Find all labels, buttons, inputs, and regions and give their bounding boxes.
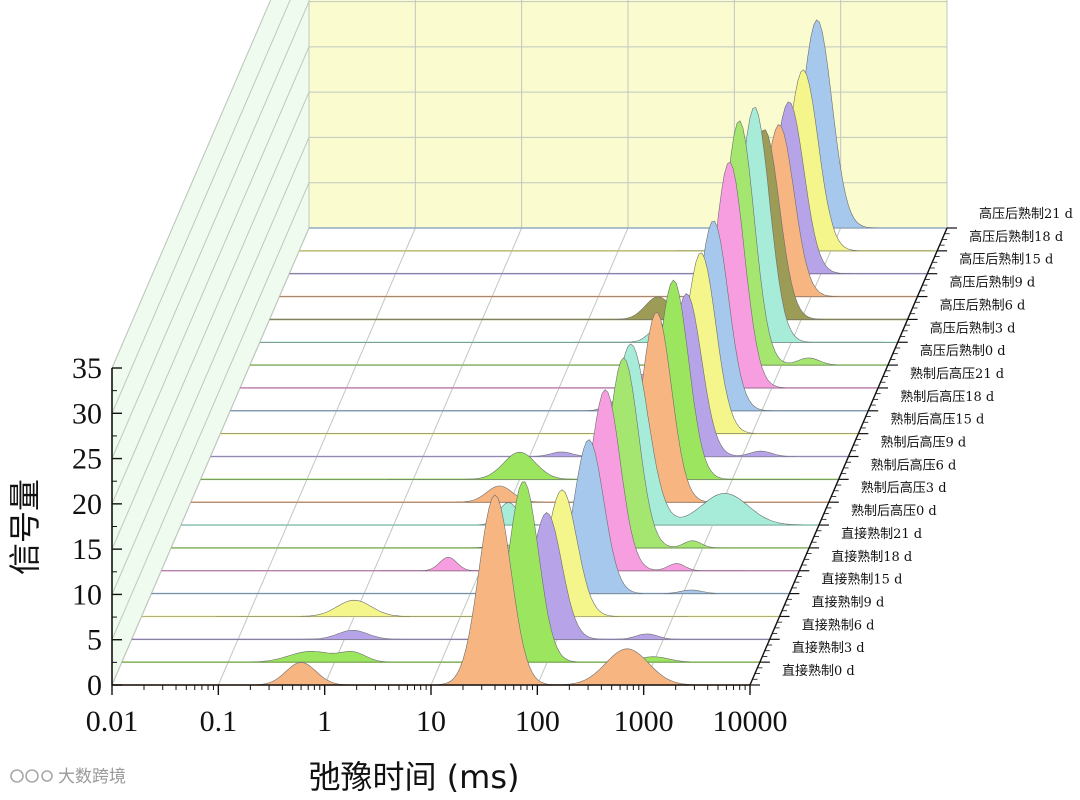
- series-label: 直接熟制0 d: [782, 663, 855, 679]
- side-wall-gridline: [111, 1, 310, 459]
- series-area-7: [180, 343, 819, 526]
- y-axis-title: 信号量: [6, 479, 44, 575]
- series-label: 直接熟制3 d: [792, 640, 865, 656]
- series-label: 熟制后高压0 d: [851, 503, 937, 519]
- x-tick-label: 100: [515, 705, 560, 738]
- watermark-logo-icon: [10, 769, 53, 783]
- y-tick-label: 35: [72, 352, 102, 385]
- side-wall-gridline: [111, 91, 310, 550]
- side-wall-gridline: [111, 0, 272, 369]
- series-label: 高压后熟制15 d: [959, 252, 1053, 268]
- y-tick-label: 20: [72, 488, 102, 521]
- series-area-1: [121, 481, 760, 663]
- watermark: 大数跨境: [10, 767, 126, 787]
- series-label: 高压后熟制0 d: [920, 343, 1006, 359]
- series-label: 直接熟制9 d: [812, 594, 885, 610]
- y-tick-label: 10: [72, 578, 102, 611]
- x-tick-label: 10000: [713, 705, 788, 738]
- series-label: 直接熟制15 d: [821, 572, 902, 588]
- y-tick-label: 25: [72, 443, 102, 476]
- watermark-text: 大数跨境: [58, 767, 126, 787]
- back-wall-group: [308, 0, 948, 229]
- side-wall-gridline: [111, 182, 310, 640]
- series-label: 熟制后高压9 d: [881, 435, 967, 451]
- series-label: 高压后熟制3 d: [930, 320, 1016, 336]
- series-area-20: [309, 19, 947, 229]
- x-tick-label: 10: [416, 705, 446, 738]
- series-label: 高压后熟制6 d: [940, 297, 1026, 313]
- x-axis-title: 弛豫时间 (ms): [309, 758, 520, 796]
- series-area-9: [200, 279, 839, 480]
- series-label: 直接熟制18 d: [831, 549, 912, 565]
- series-label: 直接熟制6 d: [802, 617, 875, 633]
- x-tick-label: 1: [317, 705, 332, 738]
- y-tick-label: 15: [72, 533, 102, 566]
- side-wall-gridline: [111, 46, 310, 505]
- series-label: 熟制后高压21 d: [910, 366, 1004, 382]
- side-wall-gridline: [111, 137, 310, 595]
- side-wall-gridline: [111, 0, 291, 414]
- series-label: 熟制后高压18 d: [900, 389, 994, 405]
- series-group: [112, 19, 947, 686]
- series-area-3: [141, 489, 780, 617]
- series-label: 直接熟制21 d: [841, 526, 922, 542]
- series-label: 高压后熟制18 d: [969, 229, 1063, 245]
- series-label: 高压后熟制21 d: [979, 206, 1073, 222]
- y-tick-label: 30: [72, 397, 102, 430]
- x-tick-label: 1000: [614, 705, 674, 738]
- series-label: 熟制后高压3 d: [861, 480, 947, 496]
- series-area-19: [299, 69, 938, 252]
- series-label: 熟制后高压15 d: [890, 412, 984, 428]
- x-tick-label: 0.1: [200, 705, 238, 738]
- y-tick-label: 0: [87, 669, 102, 702]
- series-label: 高压后熟制9 d: [949, 275, 1035, 291]
- series-area-2: [131, 512, 770, 640]
- x-tick-label: 0.01: [86, 705, 139, 738]
- axes-group: 0 5 10 15 20 25 30 35 0.01 0.1 1 10 100 1000 10000 直接熟制…: [72, 206, 1073, 738]
- series-label: 熟制后高压6 d: [871, 457, 957, 473]
- y-tick-label: 5: [87, 624, 102, 657]
- series-area-4: [151, 439, 790, 594]
